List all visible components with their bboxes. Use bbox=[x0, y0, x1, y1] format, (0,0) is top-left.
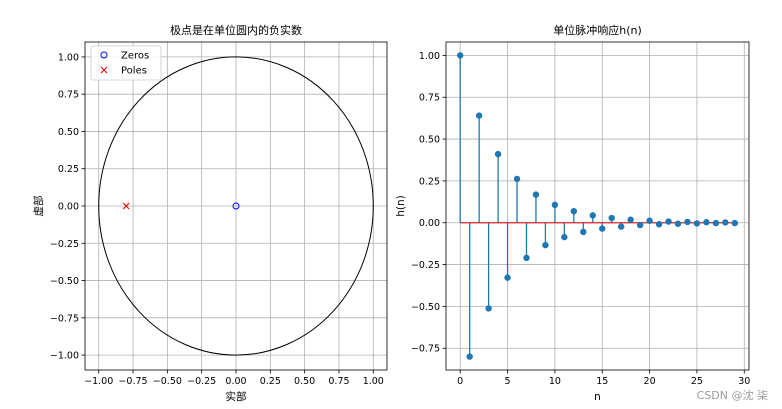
stem-marker bbox=[693, 220, 701, 227]
stem-marker bbox=[665, 218, 672, 225]
stem-marker bbox=[542, 241, 549, 249]
left-y-tick-label: 1.00 bbox=[58, 52, 79, 63]
legend-zeros-label: Zeros bbox=[121, 51, 149, 62]
right-y-tick-label: 0.00 bbox=[419, 218, 440, 229]
pole-zero-plot: −1.00 −0.75 −0.50 −0.25 0.00 0.25 0.50 0.75 1.00… bbox=[32, 23, 388, 403]
stem-marker bbox=[731, 219, 738, 227]
watermark: CSDN @沈 柒 bbox=[696, 389, 768, 402]
left-chart-title: 极点是在单位圆内的负实数 bbox=[170, 23, 302, 37]
left-x-tick-label: −1.00 bbox=[84, 376, 113, 387]
right-x-tick-label: 30 bbox=[738, 376, 750, 387]
right-y-axis-label: h(n) bbox=[395, 195, 407, 217]
left-x-tick-label: 1.00 bbox=[363, 376, 384, 387]
stem-marker bbox=[523, 254, 530, 262]
right-x-tick-label: 25 bbox=[691, 376, 703, 387]
right-x-tick-label: 0 bbox=[457, 376, 463, 387]
left-y-tick-label: −0.25 bbox=[50, 239, 79, 250]
stem-marker bbox=[513, 175, 521, 183]
right-y-tick-label: −0.50 bbox=[411, 302, 440, 313]
pole-marker bbox=[122, 202, 130, 210]
stem-marker bbox=[627, 216, 634, 223]
left-ticks: −1.00 −0.75 −0.50 −0.25 0.00 0.25 0.50 0.75 1.00… bbox=[50, 52, 384, 387]
left-x-axis-label: 实部 bbox=[226, 390, 247, 403]
left-y-tick-label: 0.75 bbox=[58, 90, 79, 101]
stem-marker bbox=[646, 217, 653, 224]
stem-marker bbox=[532, 191, 540, 198]
stem-marker bbox=[551, 201, 559, 209]
right-grid bbox=[446, 42, 749, 370]
right-y-tick-label: 0.25 bbox=[419, 176, 440, 187]
right-plot-content bbox=[457, 52, 738, 360]
stem-marker bbox=[570, 207, 578, 215]
left-x-tick-label: −0.50 bbox=[153, 376, 182, 387]
left-x-tick-label: 0.00 bbox=[225, 376, 246, 387]
legend-poles-marker bbox=[100, 66, 108, 74]
stem-marker bbox=[703, 219, 710, 226]
stem-marker bbox=[712, 219, 720, 227]
left-y-tick-label: 0.25 bbox=[58, 164, 79, 175]
stem-marker bbox=[722, 219, 729, 226]
left-x-tick-label: −0.75 bbox=[118, 376, 147, 387]
stem-marker bbox=[655, 221, 663, 228]
left-y-tick-label: −0.75 bbox=[50, 313, 79, 324]
stem-marker bbox=[561, 233, 568, 241]
left-x-tick-label: 0.75 bbox=[328, 376, 349, 387]
left-y-tick-label: −1.00 bbox=[50, 351, 79, 362]
right-y-tick-label: 0.75 bbox=[419, 93, 440, 104]
legend-poles-label: Poles bbox=[121, 66, 147, 77]
stem-marker bbox=[674, 220, 682, 227]
stem-marker bbox=[466, 353, 473, 360]
right-y-tick-label: 1.00 bbox=[419, 51, 440, 62]
stem-marker bbox=[580, 228, 587, 236]
stem-marker bbox=[494, 150, 502, 158]
stem-marker bbox=[608, 214, 615, 222]
right-x-tick-label: 5 bbox=[505, 376, 511, 387]
right-ticks: 0 5 10 15 20 25 30 −0.75 −0.50 −0.25 0.00 0.25 0.50 0… bbox=[411, 51, 750, 387]
left-y-axis-label: 虚部 bbox=[32, 196, 45, 217]
stem-marker bbox=[504, 274, 511, 281]
left-y-tick-label: 0.50 bbox=[58, 127, 79, 138]
stem-marker bbox=[457, 52, 464, 59]
right-axes-frame bbox=[445, 41, 750, 371]
legend-box bbox=[90, 45, 162, 81]
stem-marker bbox=[617, 223, 625, 230]
left-y-tick-label: −0.50 bbox=[50, 276, 79, 287]
left-x-tick-label: −0.25 bbox=[187, 376, 216, 387]
stem-marker bbox=[475, 112, 483, 119]
stem-marker bbox=[589, 212, 596, 219]
right-y-tick-label: 0.50 bbox=[419, 135, 440, 146]
right-x-tick-label: 20 bbox=[644, 376, 656, 387]
right-x-tick-label: 10 bbox=[549, 376, 561, 387]
left-y-tick-label: 0.00 bbox=[58, 202, 79, 213]
right-y-tick-label: −0.75 bbox=[411, 344, 440, 355]
left-legend: Zeros Poles bbox=[90, 45, 162, 81]
left-grid bbox=[85, 42, 387, 370]
left-plot-content bbox=[98, 56, 374, 356]
zero-marker bbox=[232, 202, 240, 210]
left-x-tick-label: 0.25 bbox=[260, 376, 281, 387]
impulse-response-plot: 0 5 10 15 20 25 30 −0.75 −0.50 −0.25 0.00 0.25 0.50 0… bbox=[395, 23, 750, 403]
stem-marker bbox=[485, 305, 492, 312]
right-chart-title: 单位脉冲响应h(n) bbox=[553, 23, 642, 37]
unit-circle bbox=[98, 56, 374, 356]
legend-zeros-marker bbox=[100, 51, 108, 59]
stem-marker bbox=[684, 218, 691, 226]
right-x-tick-label: 15 bbox=[596, 376, 608, 387]
stem-marker bbox=[636, 221, 644, 229]
stem-marker bbox=[599, 225, 606, 232]
right-x-axis-label: n bbox=[594, 391, 601, 403]
left-x-tick-label: 0.50 bbox=[294, 376, 315, 387]
right-y-tick-label: −0.25 bbox=[411, 260, 440, 271]
